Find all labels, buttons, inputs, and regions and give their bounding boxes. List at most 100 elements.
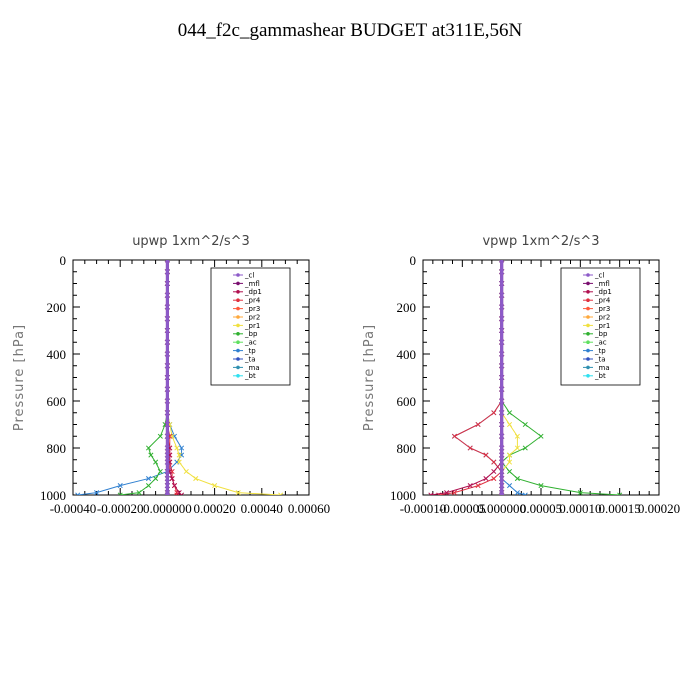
legend-marker [586,332,590,336]
data-point [164,433,170,439]
series-line-tp [453,260,526,495]
data-point [475,483,481,489]
data-point [491,410,497,416]
legend-box [210,267,291,386]
legend-label: _tp [594,347,606,355]
legend-marker [586,306,590,311]
legend-item: _pr4 [583,297,611,305]
panel-1: upwp 1xm^2/s^3 Pressure [hPa] 0 200 400 600 80… [12,234,330,516]
data-point [164,260,170,263]
data-point [499,410,505,416]
data-point [153,459,159,465]
data-point [444,490,450,495]
data-point [522,421,528,428]
x-tick-label: -0.00040 [50,501,97,516]
legend-marker [236,365,240,370]
legend-label: _bp [594,330,608,338]
legend-label: _bt [244,372,256,380]
data-point [176,459,182,465]
data-point [538,483,544,489]
data-point [514,490,520,495]
data-point [164,363,170,369]
data-point [483,475,489,482]
data-point [117,483,123,489]
y-tick-label: 800 [397,441,417,456]
data-point [491,468,497,475]
legend-label: _pr1 [244,322,260,330]
legend-item: _pr3 [583,305,610,313]
data-point [235,490,241,495]
y-tick-label: 200 [397,300,417,315]
legend-label: _ac [594,339,607,347]
x-tick-label: 0.00020 [638,501,680,516]
legend-label: _pr1 [594,322,610,330]
data-point [499,475,505,482]
data-point [164,421,170,428]
data-point [179,492,185,495]
data-point [499,339,505,345]
legend-item: _dp1 [233,288,262,296]
data-point [499,445,505,451]
legend-marker [236,374,240,378]
data-point [174,445,180,451]
legend-item: _tp [583,347,606,355]
data-point [499,351,505,357]
legend-item: _pr3 [233,305,260,313]
y-tick-label: 600 [47,394,67,409]
legend-box [560,267,641,386]
data-point [522,492,528,495]
data-point [148,452,154,458]
data-point [451,433,458,439]
data-point [499,468,505,475]
y-tick-label: 1000 [390,488,416,503]
legend-label: _pr3 [244,305,260,313]
legend-item: _mfl [233,280,260,288]
legend-label: _ma [244,364,260,372]
series-group [428,260,623,495]
legend-marker [586,315,590,319]
data-point [145,483,152,489]
legend-item: _bt [233,372,256,380]
panel-title: vpwp 1xm^2/s^3 [482,234,599,249]
legend-label: _ma [594,364,610,372]
legend-item: _cl [233,271,254,279]
legend-item: _ma [233,364,260,372]
legend-marker [236,306,240,311]
legend-marker [236,357,240,361]
y-tick-label: 0 [60,253,67,268]
x-tick-label: 0.00020 [193,501,235,516]
x-tick-label: 0.00005 [520,501,562,516]
data-point [164,492,170,495]
data-point [164,374,170,381]
data-point [514,475,520,482]
legend-label: _tp [244,347,256,355]
legend-marker [236,273,240,277]
data-point [176,452,182,458]
x-tick-label: 0.00060 [288,501,330,516]
legend-label: _ta [594,355,606,363]
data-point [136,490,142,495]
legend-item: _ta [583,355,606,363]
data-point [164,386,170,392]
legend-item: _ta [233,355,256,363]
figure-title: 044_f2c_gammashear BUDGET at311E,56N [177,20,523,41]
data-point [179,445,185,451]
data-point [506,468,513,475]
legend-marker [236,340,240,345]
data-point [164,327,170,334]
legend: _cl_mfl_dp1_pr4_pr3_pr2_pr1_bp_ac_tp_ta_… [560,267,641,386]
data-point [153,475,159,482]
data-point [157,433,163,439]
y-tick-label: 600 [397,394,417,409]
legend-label: _pr2 [594,313,610,321]
legend-marker [586,365,590,370]
data-point [467,445,473,451]
series-group [75,260,284,495]
y-tick-label: 400 [397,347,417,362]
data-point [491,459,497,465]
data-point [171,483,178,489]
legend-label: _mfl [594,280,610,288]
legend-label: _cl [244,271,254,279]
legend-item: _bp [583,330,608,338]
